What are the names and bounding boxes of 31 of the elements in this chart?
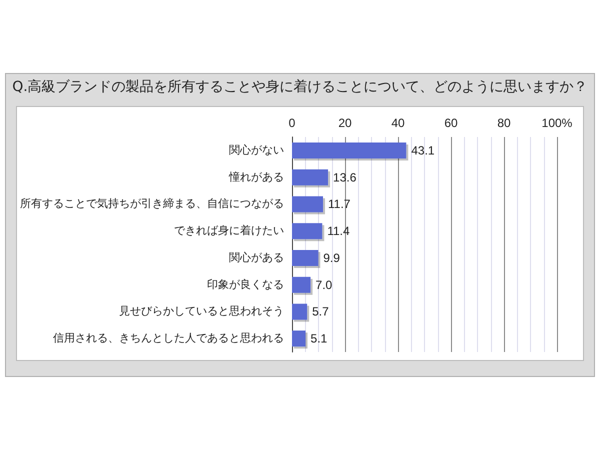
x-tick-label: 80 <box>497 116 511 130</box>
data-label: 13.6 <box>333 170 357 184</box>
y-tick-label: できれば身に着けたい <box>174 224 284 238</box>
x-tick-label: 100% <box>542 116 573 130</box>
y-tick-label: 関心がある <box>229 250 284 264</box>
bar <box>292 276 311 293</box>
bar <box>292 330 306 347</box>
bar <box>292 169 328 186</box>
bar <box>292 304 308 320</box>
data-label: 5.7 <box>312 304 330 319</box>
x-tick-label: 0 <box>288 116 296 130</box>
data-label: 11.7 <box>328 197 351 212</box>
data-label: 11.4 <box>327 224 350 238</box>
y-tick-label: 見せびらかしていると思われそう <box>119 306 284 318</box>
data-label: 9.9 <box>323 250 340 265</box>
chart-title: Q.高級ブランドの製品を所有することや身に着けることについて、どのように思いますか？ <box>11 78 589 96</box>
y-tick-label: 所有することで気持ちが引き締まる、自信につながる <box>20 197 284 210</box>
x-tick-label: 20 <box>338 116 352 130</box>
data-label: 43.1 <box>411 143 435 158</box>
x-tick-label: 60 <box>444 116 458 130</box>
data-label: 7.0 <box>316 278 333 292</box>
y-tick-label: 憧れがある <box>228 170 284 184</box>
x-tick-label: 40 <box>391 116 405 130</box>
bar <box>292 196 324 212</box>
y-tick-label: 関心がない <box>229 143 284 156</box>
y-tick-label: 印象が良くなる <box>207 278 284 291</box>
data-label: 5.1 <box>310 332 328 346</box>
bar <box>292 250 318 266</box>
bar <box>292 142 406 158</box>
y-tick-label: 信用される、きちんとした人であると思われる <box>53 332 284 345</box>
bar <box>292 223 322 240</box>
